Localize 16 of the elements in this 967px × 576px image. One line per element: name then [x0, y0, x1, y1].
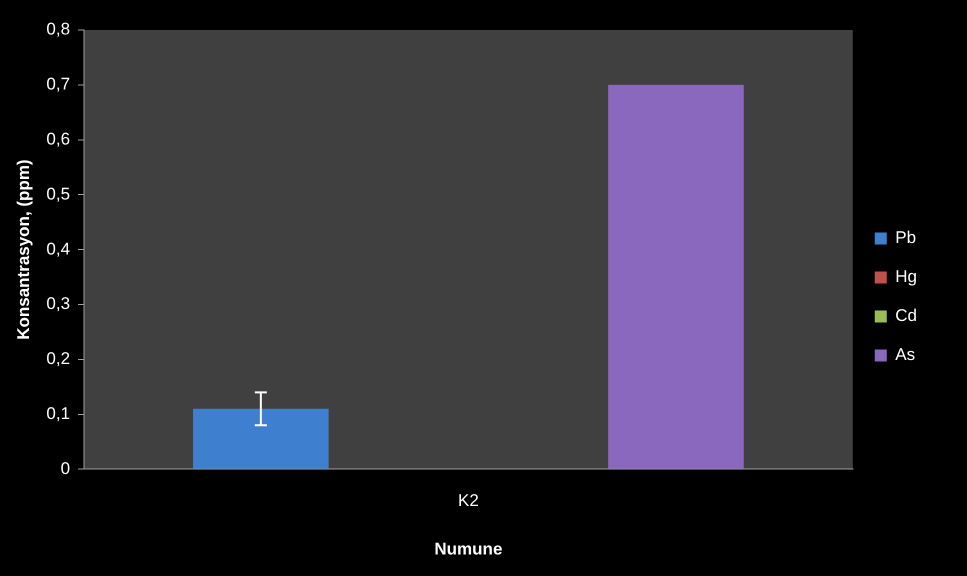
y-tick-label: 0,8 — [46, 20, 70, 39]
x-tick-label: K2 — [458, 491, 479, 510]
y-tick-label: 0,4 — [46, 239, 70, 258]
y-tick-label: 0,3 — [46, 294, 70, 314]
legend-label: Pb — [895, 228, 916, 248]
y-tick-label: 0,6 — [46, 129, 70, 148]
legend-label: Hg — [895, 267, 918, 286]
legend-label: Cd — [895, 306, 918, 326]
y-tick-label: 0,2 — [46, 349, 70, 368]
x-axis-title: Numune — [434, 539, 502, 558]
y-tick-label: 0,1 — [46, 404, 70, 423]
legend-label: As — [895, 345, 916, 364]
y-axis-title: Konsantrasyon, (ppm) — [14, 159, 33, 340]
y-tick-label: 0,7 — [46, 74, 70, 94]
y-tick-label: 0 — [60, 458, 70, 478]
y-tick-label: 0,5 — [46, 184, 70, 204]
